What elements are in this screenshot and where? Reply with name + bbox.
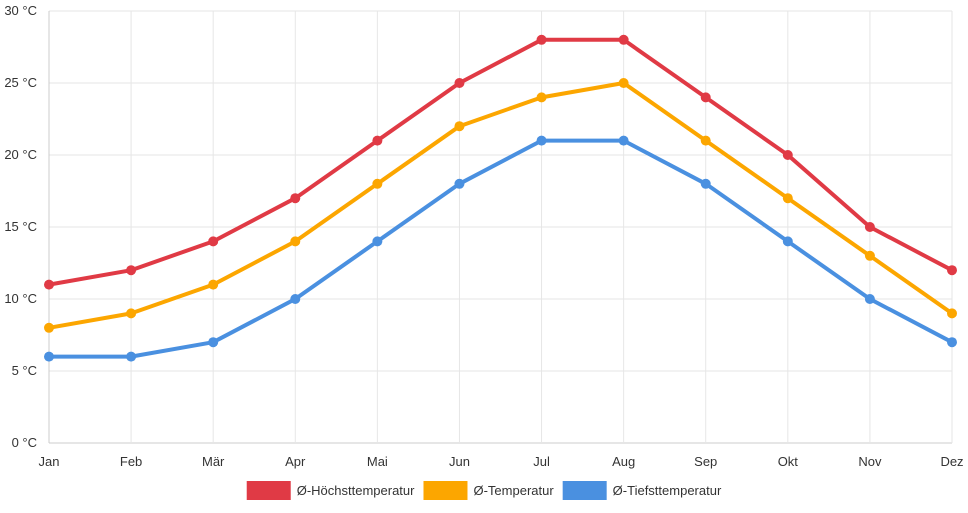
- data-point[interactable]: [454, 121, 465, 132]
- data-point[interactable]: [618, 135, 629, 146]
- legend-label: Ø-Temperatur: [473, 483, 554, 498]
- data-point[interactable]: [536, 92, 547, 103]
- data-point[interactable]: [618, 34, 629, 45]
- legend-swatch: [246, 481, 291, 500]
- grid: [48, 10, 953, 444]
- data-point[interactable]: [947, 265, 957, 276]
- y-tick-label: 25 °C: [4, 75, 37, 90]
- x-tick-label: Feb: [120, 454, 142, 469]
- series-line-2: [47, 138, 954, 359]
- series-line-0: [47, 37, 954, 287]
- data-point[interactable]: [947, 308, 957, 319]
- data-point[interactable]: [372, 135, 383, 146]
- x-tick-label: Okt: [778, 454, 799, 469]
- data-point[interactable]: [782, 150, 793, 160]
- data-point[interactable]: [700, 135, 711, 146]
- x-tick-label: Dez: [940, 454, 963, 469]
- y-axis-ticks: 0 °C 5 °C 10 °C 15 °C 20 °C 25 °C 30 °C: [4, 3, 37, 450]
- x-tick-label: Jan: [39, 454, 60, 469]
- data-point[interactable]: [947, 337, 957, 348]
- data-point[interactable]: [126, 351, 137, 362]
- data-point[interactable]: [536, 135, 547, 146]
- x-tick-label: Jul: [533, 454, 550, 469]
- data-point[interactable]: [126, 308, 137, 319]
- x-tick-label: Mär: [202, 454, 225, 469]
- legend-swatch: [423, 481, 468, 500]
- legend-label: Ø-Tiefsttemperatur: [613, 483, 722, 498]
- x-tick-label: Sep: [694, 454, 717, 469]
- data-point[interactable]: [126, 265, 137, 276]
- x-tick-label: Mai: [367, 454, 388, 469]
- data-point[interactable]: [372, 236, 383, 247]
- data-point[interactable]: [290, 193, 301, 204]
- data-point[interactable]: [864, 294, 875, 304]
- legend-item-0[interactable]: Ø-Höchsttemperatur: [246, 481, 415, 500]
- y-tick-label: 10 °C: [4, 291, 37, 306]
- legend: Ø-Höchsttemperatur Ø-Temperatur Ø-Tiefstte…: [246, 481, 722, 500]
- legend-item-1[interactable]: Ø-Temperatur: [423, 481, 554, 500]
- x-tick-label: Nov: [858, 454, 882, 469]
- data-point[interactable]: [536, 34, 547, 45]
- data-point[interactable]: [782, 236, 793, 247]
- data-point[interactable]: [208, 337, 219, 348]
- data-point[interactable]: [700, 178, 711, 189]
- x-tick-label: Jun: [449, 454, 470, 469]
- series-lines: [44, 34, 957, 362]
- legend-item-2[interactable]: Ø-Tiefsttemperatur: [562, 481, 722, 500]
- legend-label: Ø-Höchsttemperatur: [297, 483, 415, 498]
- y-tick-label: 20 °C: [4, 147, 37, 162]
- data-point[interactable]: [700, 92, 711, 103]
- data-point[interactable]: [44, 279, 54, 290]
- y-tick-label: 30 °C: [4, 3, 37, 18]
- y-tick-label: 15 °C: [4, 219, 37, 234]
- x-tick-label: Apr: [285, 454, 306, 469]
- x-tick-label: Aug: [612, 454, 635, 469]
- data-point[interactable]: [290, 294, 301, 304]
- data-point[interactable]: [454, 78, 465, 88]
- data-point[interactable]: [44, 322, 54, 333]
- data-point[interactable]: [864, 250, 875, 261]
- data-point[interactable]: [618, 78, 629, 88]
- y-tick-label: 5 °C: [12, 363, 37, 378]
- data-point[interactable]: [864, 222, 875, 232]
- data-point[interactable]: [290, 236, 301, 247]
- data-point[interactable]: [454, 178, 465, 189]
- series-line-1: [47, 81, 954, 330]
- data-point[interactable]: [208, 236, 219, 247]
- data-point[interactable]: [372, 178, 383, 189]
- legend-swatch: [562, 481, 607, 500]
- data-point[interactable]: [208, 279, 219, 290]
- x-axis-ticks: Jan Feb Mär Apr Mai Jun Jul Aug Sep Okt Nov Dez: [39, 454, 964, 469]
- data-point[interactable]: [782, 193, 793, 204]
- data-point[interactable]: [44, 351, 54, 362]
- y-tick-label: 0 °C: [12, 435, 37, 450]
